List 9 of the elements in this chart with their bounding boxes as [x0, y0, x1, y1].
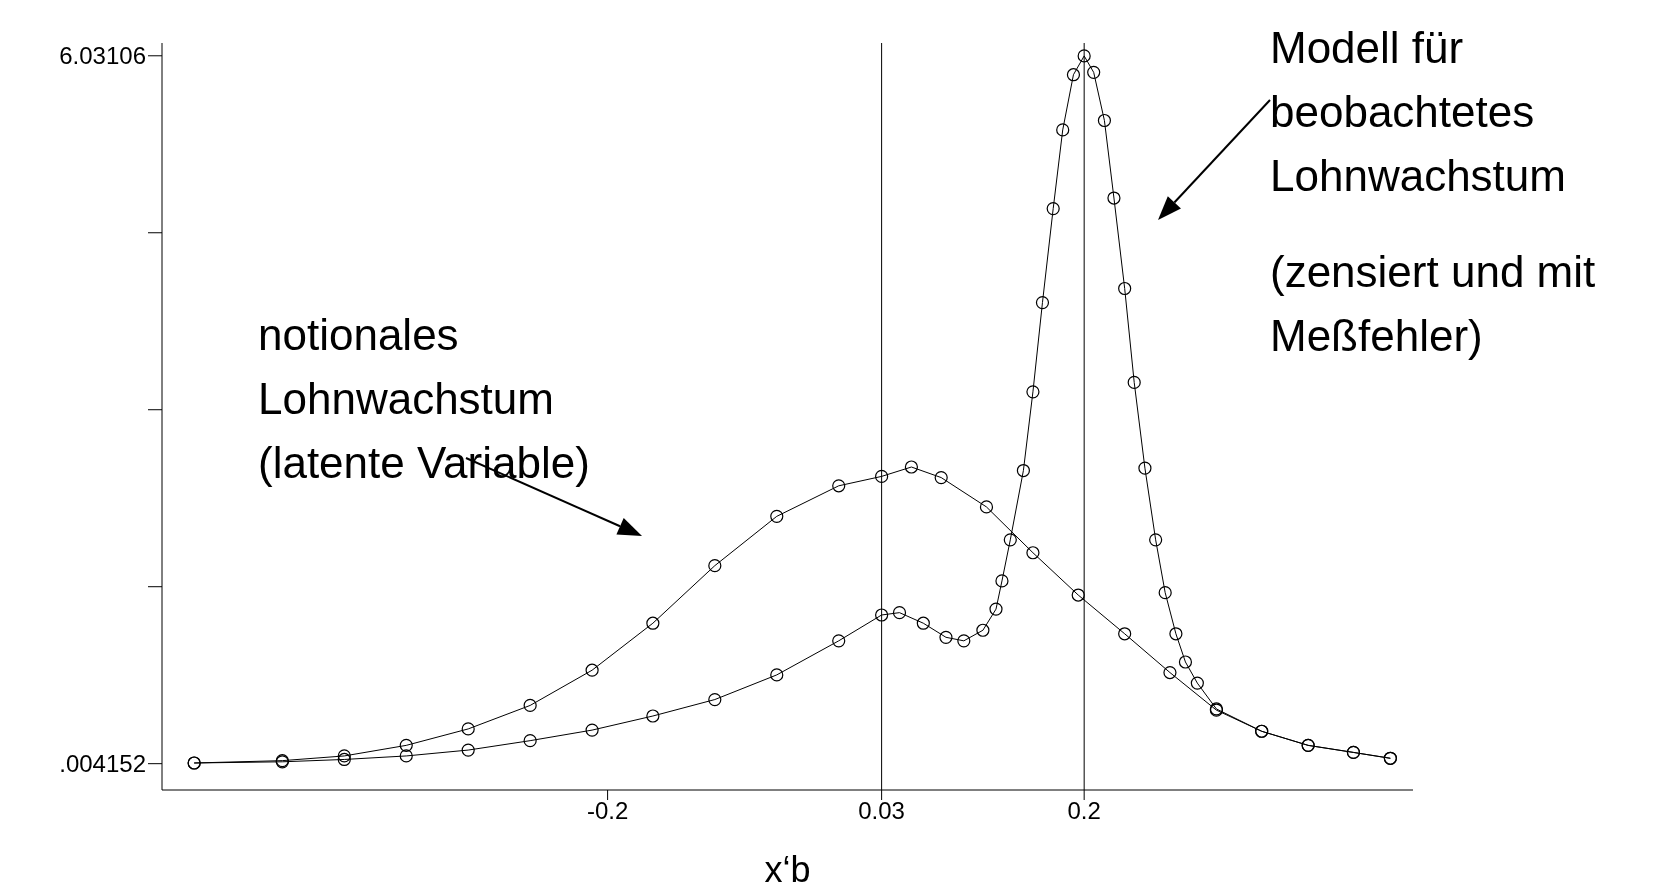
annotation: notionales Lohnwachstum (latente Variable)	[258, 309, 590, 489]
x-tick-label: 0.2	[1067, 797, 1101, 825]
x-tick-label: -0.2	[586, 797, 629, 825]
y-tick-label: 6.03106	[59, 42, 146, 70]
y-tick-label: .004152	[59, 750, 146, 778]
annotation: (zensiert und mit Meßfehler)	[1270, 246, 1596, 362]
x-axis-title: x‘b	[764, 849, 811, 890]
x-tick-label: 0.03	[858, 797, 905, 825]
annotation: Modell für beobachtetes Lohnwachstum	[1270, 22, 1566, 202]
